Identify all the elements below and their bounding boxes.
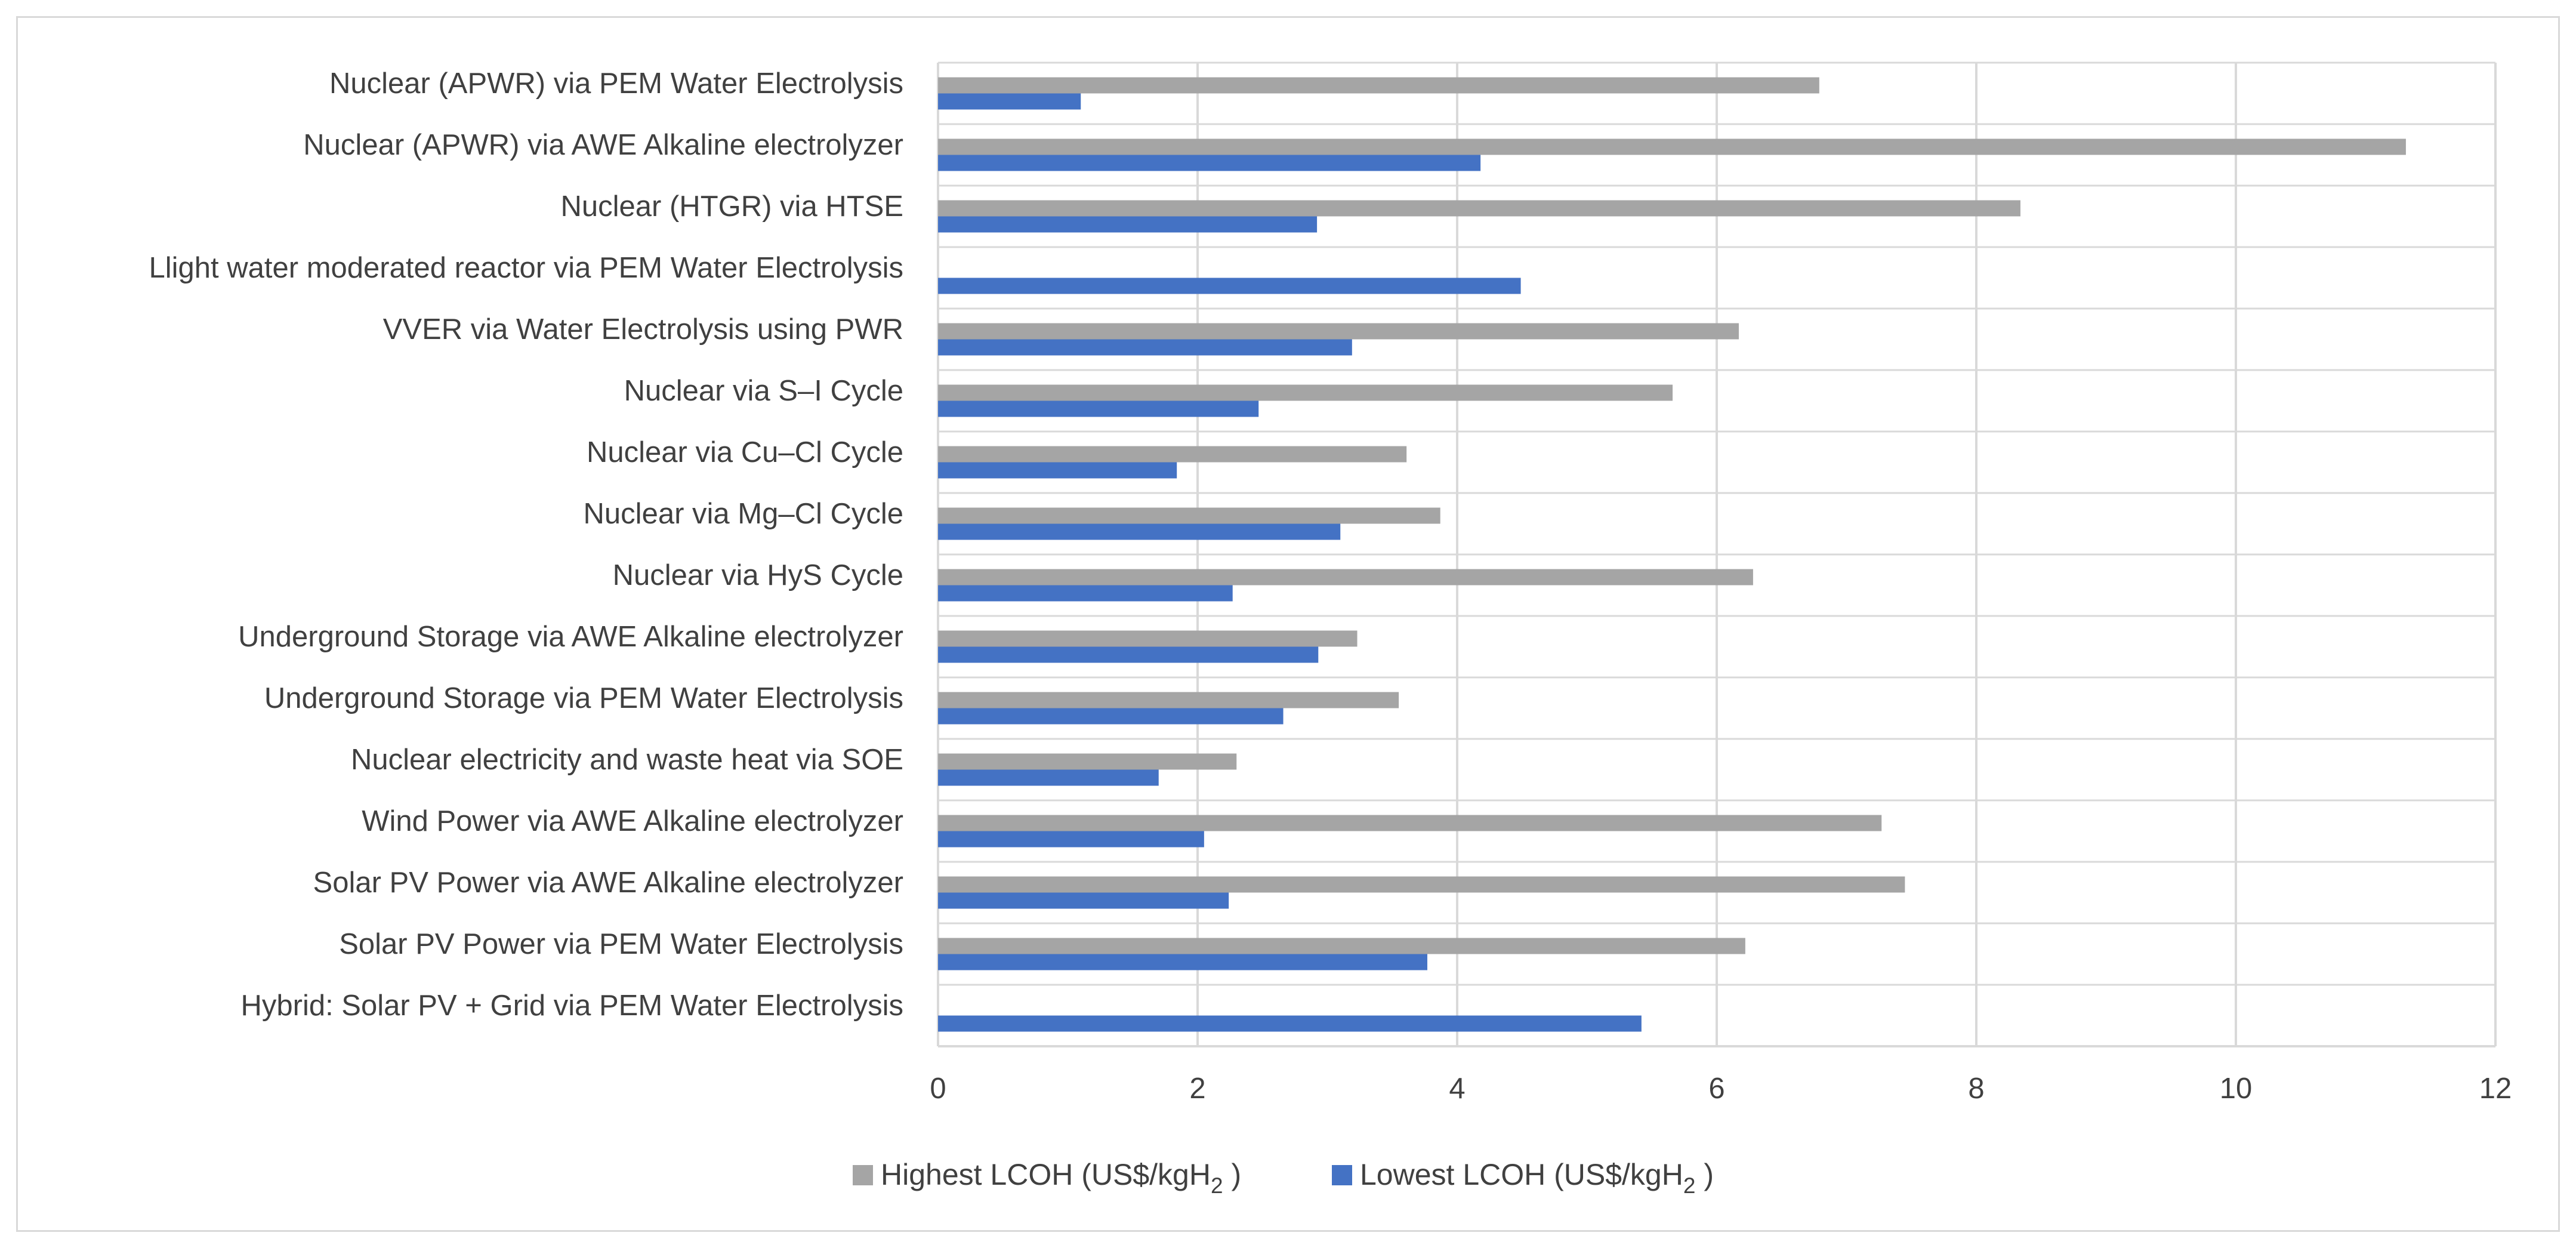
bar-chart: Nuclear (APWR) via PEM Water Electrolysi…	[149, 61, 2512, 1198]
x-tick-label: 10	[2220, 1073, 2253, 1105]
bar-lowest-lcoh	[938, 278, 1521, 294]
legend-item-lowest: Lowest LCOH (US$/kgH2 )	[1332, 1158, 1714, 1198]
bar-lowest-lcoh	[938, 523, 1341, 540]
bar-highest-lcoh	[938, 753, 1237, 770]
bar-lowest-lcoh	[938, 462, 1177, 479]
legend: Highest LCOH (US$/kgH2 ) Lowest LCOH (US…	[853, 1158, 1714, 1198]
category-labels: Nuclear (APWR) via PEM Water Electrolysi…	[149, 67, 903, 1022]
category-label: Nuclear via Cu–Cl Cycle	[587, 436, 903, 469]
category-label: Nuclear (APWR) via AWE Alkaline electrol…	[303, 129, 903, 161]
x-tick-label: 6	[1708, 1073, 1724, 1105]
bar-highest-lcoh	[938, 876, 1905, 893]
legend-item-highest: Highest LCOH (US$/kgH2 )	[853, 1158, 1241, 1198]
bar-lowest-lcoh	[938, 400, 1259, 417]
legend-swatch-lowest	[1332, 1165, 1352, 1185]
bar-highest-lcoh	[938, 507, 1440, 524]
gridlines	[937, 61, 2497, 1047]
category-label: Underground Storage via PEM Water Electr…	[264, 682, 903, 714]
bar-highest-lcoh	[938, 77, 1819, 94]
category-label: Hybrid: Solar PV + Grid via PEM Water El…	[240, 990, 903, 1022]
category-label: Nuclear via S–I Cycle	[624, 375, 903, 407]
bar-highest-lcoh	[938, 815, 1882, 831]
bar-highest-lcoh	[938, 630, 1358, 647]
chart-frame: Nuclear (APWR) via PEM Water Electrolysi…	[16, 16, 2560, 1232]
bar-highest-lcoh	[938, 384, 1673, 401]
x-tick-label: 0	[930, 1073, 946, 1105]
bar-lowest-lcoh	[938, 155, 1481, 171]
bar-lowest-lcoh	[938, 769, 1159, 786]
bar-lowest-lcoh	[938, 93, 1081, 110]
bar-lowest-lcoh	[938, 585, 1233, 602]
category-label: Nuclear electricity and waste heat via S…	[351, 744, 903, 776]
bar-lowest-lcoh	[938, 954, 1427, 970]
bar-lowest-lcoh	[938, 892, 1229, 909]
x-axis-tick-labels: 0 2 4 6 8 10 12	[930, 1073, 2512, 1105]
x-tick-label: 4	[1449, 1073, 1465, 1105]
bar-lowest-lcoh	[938, 708, 1284, 725]
legend-label-lowest: Lowest LCOH (US$/kgH2 )	[1360, 1158, 1714, 1198]
category-label: Nuclear (APWR) via PEM Water Electrolysi…	[329, 67, 903, 100]
legend-swatch-highest	[853, 1165, 873, 1185]
bar-highest-lcoh	[938, 446, 1407, 463]
bar-highest-lcoh	[938, 569, 1753, 586]
bar-lowest-lcoh	[938, 646, 1319, 663]
bar-highest-lcoh	[938, 938, 1745, 954]
bar-lowest-lcoh	[938, 1015, 1642, 1032]
category-label: Wind Power via AWE Alkaline electrolyzer	[362, 805, 903, 837]
category-label: Solar PV Power via AWE Alkaline electrol…	[313, 867, 903, 899]
category-label: Solar PV Power via PEM Water Electrolysi…	[339, 928, 903, 960]
category-label: Nuclear (HTGR) via HTSE	[561, 190, 903, 223]
category-label: Underground Storage via AWE Alkaline ele…	[238, 621, 903, 653]
bar-highest-lcoh	[938, 323, 1739, 340]
bar-highest-lcoh	[938, 200, 2020, 217]
x-tick-label: 12	[2479, 1073, 2512, 1105]
category-label: VVER via Water Electrolysis using PWR	[383, 313, 903, 346]
category-label: Nuclear via Mg–Cl Cycle	[584, 498, 903, 530]
category-label: Llight water moderated reactor via PEM W…	[149, 252, 903, 284]
bar-lowest-lcoh	[938, 216, 1318, 233]
x-tick-label: 2	[1189, 1073, 1205, 1105]
bars	[938, 77, 2406, 1032]
bar-highest-lcoh	[938, 692, 1399, 708]
bar-highest-lcoh	[938, 138, 2406, 155]
legend-label-highest: Highest LCOH (US$/kgH2 )	[881, 1158, 1241, 1198]
bar-lowest-lcoh	[938, 831, 1204, 848]
x-tick-label: 8	[1968, 1073, 1984, 1105]
bar-lowest-lcoh	[938, 339, 1352, 356]
category-label: Nuclear via HyS Cycle	[613, 559, 903, 591]
